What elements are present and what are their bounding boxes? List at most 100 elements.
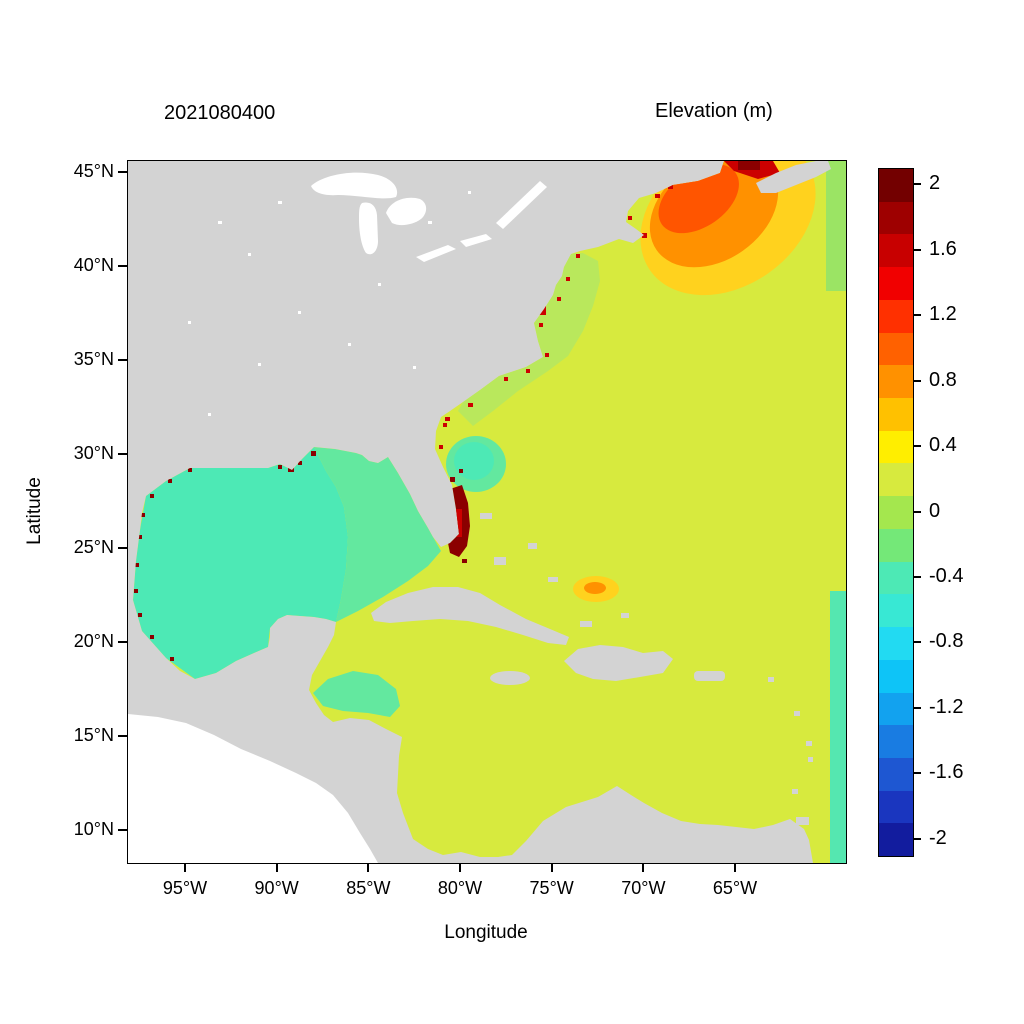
colorbar-segment <box>879 169 913 202</box>
y-tick-label: 40°N <box>73 255 114 275</box>
x-tick-mark <box>642 863 645 872</box>
colorbar-tick-label: -1.2 <box>929 695 964 718</box>
colorbar-segment <box>879 398 913 431</box>
lake-huron <box>386 197 427 226</box>
y-tick-mark <box>118 829 127 831</box>
guadeloupe <box>794 711 800 716</box>
colorbar-segment <box>879 365 913 399</box>
nova-scotia <box>756 161 831 193</box>
colorbar-tick-label: 0 <box>929 499 941 522</box>
colorbar-segment <box>879 790 913 824</box>
colorbar-segment <box>879 299 913 333</box>
inland-lakes <box>188 172 547 416</box>
x-axis-label: Longitude <box>444 922 528 943</box>
colorbar-tick-mark <box>913 445 921 448</box>
colorbar-tick-mark <box>913 510 921 513</box>
st-lawrence-river <box>496 181 547 229</box>
cuba <box>371 587 569 645</box>
x-tick-label: 70°W <box>621 878 666 898</box>
colorbar-tick-label: -1.6 <box>929 761 964 784</box>
colorbar-segment <box>879 594 913 628</box>
colorbar-segment <box>879 463 913 497</box>
colorbar-segment <box>879 332 913 366</box>
pacific-outside-domain <box>128 714 378 863</box>
gulf-of-mexico-east-green <box>314 447 441 622</box>
y-tick-label: 10°N <box>73 819 114 839</box>
x-tick-label: 85°W <box>346 878 391 898</box>
colorbar-tick-label: 1.2 <box>929 303 957 326</box>
y-tick-label: 15°N <box>73 725 114 745</box>
andros <box>494 557 506 565</box>
x-tick-mark <box>459 863 461 872</box>
y-tick-label: 35°N <box>73 349 114 369</box>
lake-michigan <box>359 202 378 255</box>
colorbar-segment <box>879 627 913 660</box>
colorbar-segment <box>879 528 913 562</box>
southeast-edge-teal <box>830 591 846 863</box>
east-coast-green-band <box>458 253 600 426</box>
st-lucia <box>808 757 813 762</box>
grenada <box>792 789 798 794</box>
colorbar-tick-mark <box>913 706 921 709</box>
northwest-caribbean-green <box>313 671 400 717</box>
colorbar-segment <box>879 692 913 726</box>
colorbar-tick-mark <box>913 575 921 578</box>
grand-bahama <box>480 513 492 519</box>
colorbar-segment <box>879 234 913 268</box>
y-tick-mark <box>118 359 127 361</box>
y-tick-mark <box>118 547 127 549</box>
northeast-edge-green <box>826 161 846 291</box>
y-tick-label: 25°N <box>73 537 114 557</box>
turks-islands <box>621 613 629 618</box>
trinidad <box>796 817 809 825</box>
x-tick-label: 80°W <box>437 878 483 898</box>
great-inagua <box>580 621 592 627</box>
x-tick-mark <box>184 863 186 872</box>
x-tick-mark <box>275 863 278 872</box>
colorbar-segment <box>879 757 913 791</box>
timestamp-title: 2021080400 <box>164 102 276 124</box>
lake-ontario <box>460 234 492 247</box>
y-axis-label: Latitude <box>24 477 45 545</box>
y-tick-label: 20°N <box>73 631 114 651</box>
martinique <box>806 741 812 746</box>
x-tick-label: 90°W <box>254 878 299 898</box>
colorbar-segment <box>879 201 913 235</box>
colorbar-segment <box>879 561 913 595</box>
colorbar-tick-label: -2 <box>929 826 947 849</box>
elevation-colorbar <box>878 168 914 857</box>
map-plot-area <box>127 160 847 864</box>
colorbar-segment <box>879 267 913 300</box>
jamaica <box>490 671 530 685</box>
y-tick-mark <box>118 171 127 173</box>
colorbar-tick-label: 0.4 <box>929 434 957 457</box>
leeward-islands <box>768 677 774 682</box>
y-tick-mark <box>118 265 127 267</box>
map-canvas <box>128 161 846 863</box>
colorbar-tick-mark <box>913 379 921 382</box>
x-tick-label: 65°W <box>712 878 758 898</box>
colorbar-tick-mark <box>913 837 921 840</box>
colorbar-segment <box>879 496 913 529</box>
lake-erie <box>416 245 456 262</box>
bahamas-orange-core <box>584 582 606 594</box>
colorbar-tick-mark <box>913 183 921 186</box>
y-tick-mark <box>118 453 127 455</box>
colorbar-title: Elevation (m) <box>655 100 773 122</box>
eleuthera <box>528 543 537 549</box>
colorbar-tick-mark <box>913 314 921 317</box>
y-tick-label: 30°N <box>73 443 114 463</box>
lake-superior <box>311 172 398 199</box>
hispaniola <box>564 645 673 681</box>
puerto-rico <box>694 671 725 681</box>
colorbar-tick-mark <box>913 641 921 644</box>
colorbar-tick-mark <box>913 772 921 775</box>
colorbar-tick-label: -0.4 <box>929 564 964 587</box>
bay-of-fundy-darkred <box>738 161 760 170</box>
y-tick-mark <box>118 735 127 737</box>
colorbar-tick-mark <box>913 248 921 251</box>
colorbar-segment <box>879 823 913 857</box>
x-tick-label: 95°W <box>162 878 208 898</box>
colorbar-segment <box>879 725 913 758</box>
